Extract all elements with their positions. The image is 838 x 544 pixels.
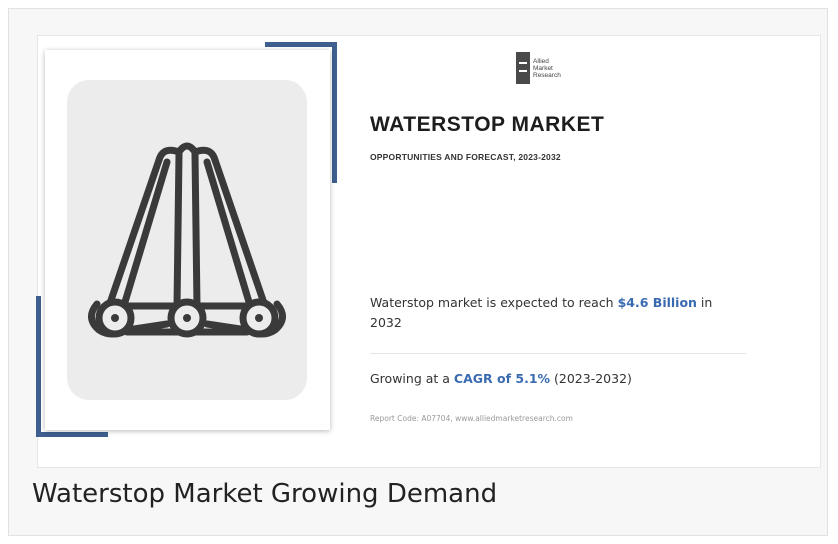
cagr-statement: Growing at a CAGR of 5.1% (2023-2032) bbox=[370, 371, 632, 386]
market-size-value: $4.6 Billion bbox=[617, 295, 697, 310]
market-size-statement: Waterstop market is expected to reach $4… bbox=[370, 295, 713, 330]
infographic-subtitle: OPPORTUNITIES AND FORECAST, 2023-2032 bbox=[370, 152, 561, 162]
logo-text: Allied Market Research bbox=[533, 57, 561, 79]
cagr-value: CAGR of 5.1% bbox=[453, 371, 551, 386]
accent-frame-bottom bbox=[36, 296, 108, 437]
amr-logo: Allied Market Research bbox=[516, 52, 561, 84]
illustration-panel bbox=[67, 80, 307, 400]
allied-market-research-logo-icon bbox=[516, 52, 530, 84]
accent-frame-top bbox=[265, 42, 337, 183]
waterstop-profile-icon bbox=[88, 142, 286, 338]
infographic-title: WATERSTOP MARKET bbox=[370, 113, 605, 136]
illustration-frame bbox=[45, 50, 330, 430]
divider bbox=[370, 353, 746, 354]
image-caption: Waterstop Market Growing Demand bbox=[32, 479, 498, 509]
report-code: Report Code: A07704, www.alliedmarketres… bbox=[370, 414, 573, 423]
